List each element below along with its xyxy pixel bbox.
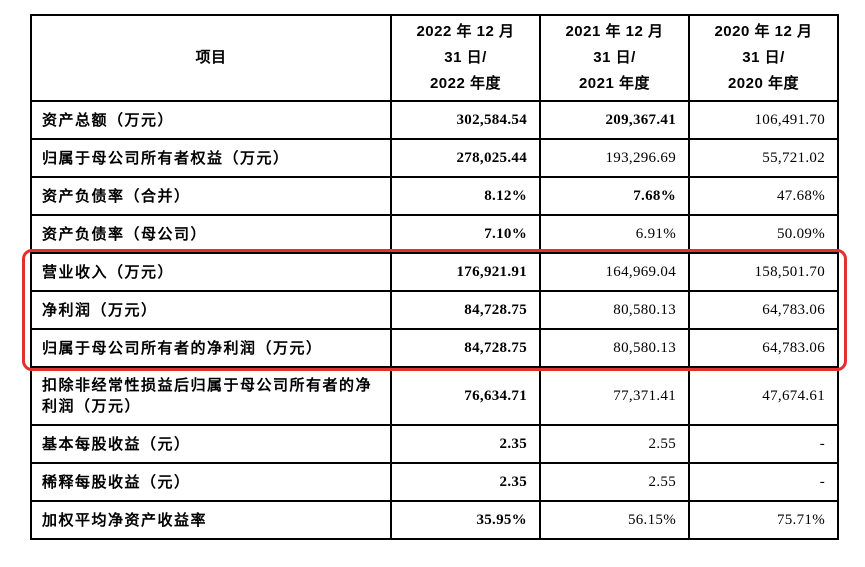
table-row: 营业收入（万元） 176,921.91 164,969.04 158,501.70 <box>30 252 839 292</box>
row-value: 64,783.06 <box>688 290 839 330</box>
row-value: 193,296.69 <box>539 138 690 178</box>
row-value: 80,580.13 <box>539 290 690 330</box>
row-value: 50.09% <box>688 214 839 254</box>
header-item-column: 项目 <box>30 14 392 102</box>
row-item-label: 净利润（万元） <box>30 290 392 330</box>
table-row: 资产总额（万元） 302,584.54 209,367.41 106,491.70 <box>30 100 839 140</box>
row-item-label: 加权平均净资产收益率 <box>30 500 392 540</box>
row-value: - <box>688 462 839 502</box>
header-2022-column: 2022 年 12 月 31 日/ 2022 年度 <box>390 14 541 102</box>
table-body: 资产总额（万元） 302,584.54 209,367.41 106,491.70 归属… <box>30 100 839 540</box>
row-value: 6.91% <box>539 214 690 254</box>
row-value: 7.68% <box>539 176 690 216</box>
row-value: 75.71% <box>688 500 839 540</box>
table-row: 资产负债率（合并） 8.12% 7.68% 47.68% <box>30 176 839 216</box>
row-value: 2.55 <box>539 424 690 464</box>
table-row: 稀释每股收益（元） 2.35 2.55- <box>30 462 839 502</box>
row-value: 2.55 <box>539 462 690 502</box>
row-value: 47.68% <box>688 176 839 216</box>
table-row: 归属于母公司所有者的净利润（万元） 84,728.75 80,580.13 64,78… <box>30 328 839 368</box>
row-value: - <box>688 424 839 464</box>
table-header-row: 项目 2022 年 12 月 31 日/ 2022 年度 2021 年 12 月… <box>30 14 839 102</box>
row-value: 84,728.75 <box>390 328 541 368</box>
table-row: 资产负债率（母公司） 7.10% 6.91% 50.09% <box>30 214 839 254</box>
row-value: 278,025.44 <box>390 138 541 178</box>
row-value: 2.35 <box>390 424 541 464</box>
row-value: 47,674.61 <box>688 366 839 426</box>
row-value: 8.12% <box>390 176 541 216</box>
row-value: 302,584.54 <box>390 100 541 140</box>
row-item-label: 扣除非经常性损益后归属于母公司所有者的净利润（万元） <box>30 366 392 426</box>
table-row: 净利润（万元） 84,728.75 80,580.13 64,783.06 <box>30 290 839 330</box>
row-value: 209,367.41 <box>539 100 690 140</box>
financial-summary-table: 项目 2022 年 12 月 31 日/ 2022 年度 2021 年 12 月… <box>30 14 839 540</box>
row-item-label: 稀释每股收益（元） <box>30 462 392 502</box>
table-row: 扣除非经常性损益后归属于母公司所有者的净利润（万元） 76,634.71 77,37… <box>30 366 839 426</box>
table-row: 基本每股收益（元） 2.35 2.55- <box>30 424 839 464</box>
row-value: 7.10% <box>390 214 541 254</box>
header-2021-column: 2021 年 12 月 31 日/ 2021 年度 <box>539 14 690 102</box>
row-value: 176,921.91 <box>390 252 541 292</box>
row-value: 56.15% <box>539 500 690 540</box>
row-value: 35.95% <box>390 500 541 540</box>
row-value: 80,580.13 <box>539 328 690 368</box>
row-value: 106,491.70 <box>688 100 839 140</box>
row-item-label: 归属于母公司所有者权益（万元） <box>30 138 392 178</box>
row-item-label: 资产负债率（合并） <box>30 176 392 216</box>
row-value: 158,501.70 <box>688 252 839 292</box>
row-value: 84,728.75 <box>390 290 541 330</box>
row-item-label: 营业收入（万元） <box>30 252 392 292</box>
row-item-label: 资产负债率（母公司） <box>30 214 392 254</box>
row-item-label: 基本每股收益（元） <box>30 424 392 464</box>
row-item-label: 资产总额（万元） <box>30 100 392 140</box>
table-row: 归属于母公司所有者权益（万元） 278,025.44 193,296.69 55,72… <box>30 138 839 178</box>
row-value: 55,721.02 <box>688 138 839 178</box>
table-row: 加权平均净资产收益率 35.95% 56.15% 75.71% <box>30 500 839 540</box>
row-item-label: 归属于母公司所有者的净利润（万元） <box>30 328 392 368</box>
header-2020-column: 2020 年 12 月 31 日/ 2020 年度 <box>688 14 839 102</box>
row-value: 76,634.71 <box>390 366 541 426</box>
row-value: 77,371.41 <box>539 366 690 426</box>
row-value: 164,969.04 <box>539 252 690 292</box>
row-value: 64,783.06 <box>688 328 839 368</box>
row-value: 2.35 <box>390 462 541 502</box>
financial-table-wrap: 项目 2022 年 12 月 31 日/ 2022 年度 2021 年 12 月… <box>30 14 839 540</box>
